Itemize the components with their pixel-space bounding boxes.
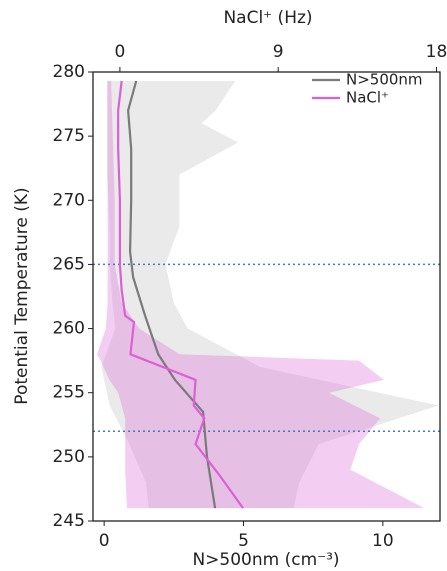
legend-label: N>500nm bbox=[346, 71, 423, 89]
y-tick-label: 255 bbox=[53, 383, 85, 403]
y-tick-label: 260 bbox=[53, 319, 85, 339]
x-tick-label: 0 bbox=[99, 531, 110, 551]
bottom-axis-label: N>500nm (cm⁻³) bbox=[192, 550, 339, 570]
legend-label: NaCl⁺ bbox=[346, 89, 389, 107]
x2-tick-label: 9 bbox=[273, 42, 284, 62]
y-tick-label: 250 bbox=[53, 447, 85, 467]
x2-tick-label: 18 bbox=[426, 42, 447, 62]
top-axis-label: NaCl⁺ (Hz) bbox=[223, 8, 312, 28]
plot-frame bbox=[92, 71, 441, 522]
x-tick-label: 5 bbox=[238, 531, 249, 551]
series-line bbox=[117, 80, 244, 509]
y-tick-label: 275 bbox=[53, 126, 85, 146]
y-tick-label: 245 bbox=[53, 511, 85, 531]
range-band bbox=[97, 80, 425, 509]
range-band bbox=[101, 80, 439, 509]
y-tick-label: 270 bbox=[53, 190, 85, 210]
y-tick-label: 280 bbox=[53, 62, 85, 82]
x-tick-label: 10 bbox=[372, 531, 394, 551]
x2-tick-label: 0 bbox=[114, 42, 125, 62]
y-axis-label: Potential Temperature (K) bbox=[12, 187, 32, 404]
y-tick-label: 265 bbox=[53, 254, 85, 274]
